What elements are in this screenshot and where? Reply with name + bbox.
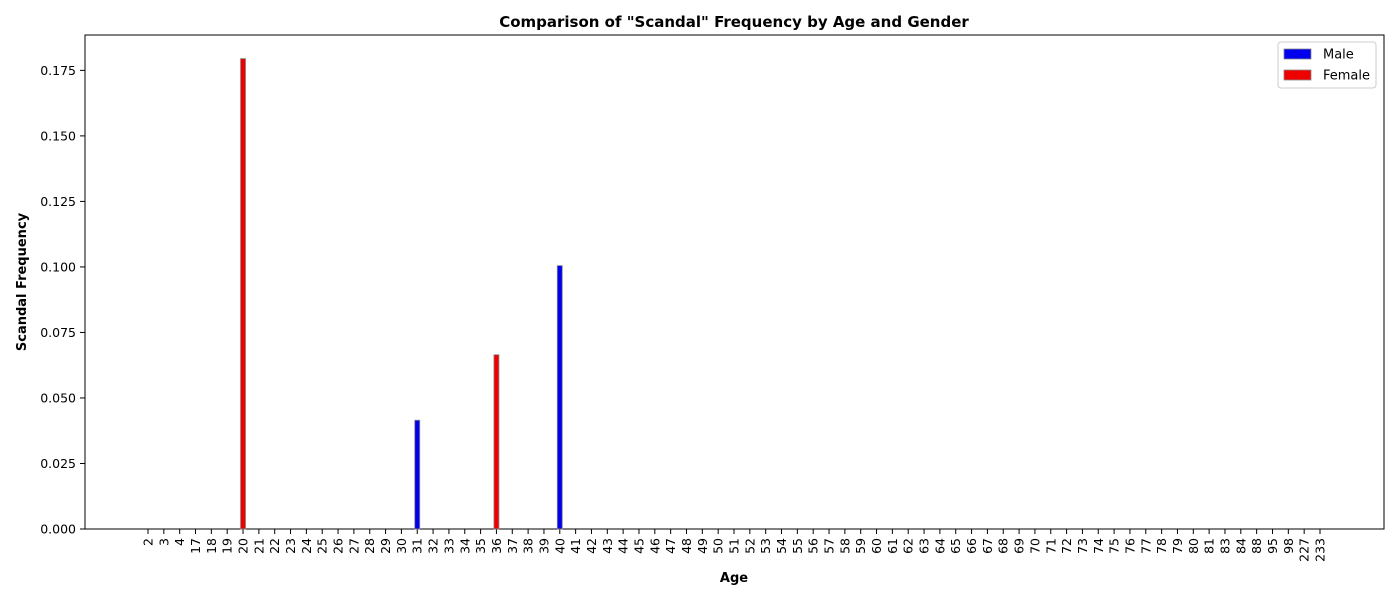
- x-tick-label: 56: [806, 538, 821, 554]
- y-tick-label: 0.025: [40, 456, 76, 471]
- x-tick-label: 40: [552, 538, 567, 554]
- x-tick-label: 69: [1012, 538, 1027, 554]
- x-tick-label: 83: [1217, 538, 1232, 554]
- x-tick-label: 55: [790, 538, 805, 554]
- x-tick-label: 29: [378, 538, 393, 554]
- x-tick-label: 51: [727, 538, 742, 554]
- x-tick-label: 18: [204, 538, 219, 554]
- x-tick-label: 28: [362, 538, 377, 554]
- x-tick-label: 36: [489, 538, 504, 554]
- x-tick-label: 43: [600, 538, 615, 554]
- x-tick-label: 37: [505, 538, 520, 554]
- x-tick-label: 48: [679, 538, 694, 554]
- y-tick-label: 0.100: [40, 259, 76, 274]
- x-tick-label: 45: [631, 538, 646, 554]
- x-tick-label: 32: [426, 538, 441, 554]
- y-tick-label: 0.175: [40, 63, 76, 78]
- x-tick-label: 30: [394, 538, 409, 554]
- x-tick-label: 23: [283, 538, 298, 554]
- x-tick-label: 79: [1170, 538, 1185, 554]
- x-tick-label: 59: [853, 538, 868, 554]
- x-tick-label: 88: [1249, 538, 1264, 554]
- x-tick-label: 75: [1107, 538, 1122, 554]
- x-tick-label: 64: [932, 538, 947, 554]
- x-tick-label: 81: [1202, 538, 1217, 554]
- x-axis-label: Age: [720, 571, 748, 586]
- x-tick-label: 42: [584, 538, 599, 554]
- x-tick-label: 41: [568, 538, 583, 554]
- bar-male-40: [556, 265, 563, 530]
- y-tick-label: 0.125: [40, 194, 76, 209]
- plot-frame: [84, 34, 1385, 530]
- x-tick-label: 80: [1186, 538, 1201, 554]
- x-tick-label: 84: [1233, 538, 1248, 554]
- y-axis-label: Scandal Frequency: [15, 212, 30, 351]
- x-tick-label: 44: [616, 538, 631, 554]
- x-tick-label: 57: [822, 538, 837, 554]
- y-tick-label: 0.150: [40, 128, 76, 143]
- x-tick-label: 65: [948, 538, 963, 554]
- x-tick-label: 35: [473, 538, 488, 554]
- x-tick-label: 46: [647, 538, 662, 554]
- x-tick-label: 50: [711, 538, 726, 554]
- x-tick-label: 73: [1075, 538, 1090, 554]
- x-tick-label: 95: [1265, 538, 1280, 554]
- x-tick-label: 72: [1059, 538, 1074, 554]
- x-tick-label: 66: [964, 538, 979, 554]
- x-tick-label: 54: [774, 538, 789, 554]
- x-tick-label: 31: [410, 538, 425, 554]
- x-tick-label: 76: [1122, 538, 1137, 554]
- x-tick-label: 34: [457, 538, 472, 554]
- x-tick-label: 62: [901, 538, 916, 554]
- x-tick-label: 68: [996, 538, 1011, 554]
- x-tick-label: 27: [346, 538, 361, 554]
- legend-swatch-female: [1283, 69, 1312, 81]
- x-tick-label: 17: [188, 538, 203, 554]
- x-tick-label: 38: [521, 538, 536, 554]
- bar-male-31: [414, 419, 421, 530]
- x-tick-label: 78: [1154, 538, 1169, 554]
- x-tick-label: 24: [299, 538, 314, 554]
- legend: Male Female: [1277, 41, 1377, 89]
- legend-label-male: Male: [1323, 48, 1354, 63]
- x-tick-label: 52: [742, 538, 757, 554]
- y-tick-label: 0.075: [40, 325, 76, 340]
- x-tick-label: 22: [267, 538, 282, 554]
- x-tick-label: 53: [758, 538, 773, 554]
- x-tick-label: 58: [837, 538, 852, 554]
- x-tick-label: 2: [141, 538, 156, 546]
- x-tick-label: 21: [251, 538, 266, 554]
- x-tick-label: 3: [156, 538, 171, 546]
- x-tick-label: 61: [885, 538, 900, 554]
- x-tick-label: 4: [172, 538, 187, 546]
- x-tick-label: 33: [441, 538, 456, 554]
- x-tick-label: 70: [1027, 538, 1042, 554]
- x-tick-label: 63: [917, 538, 932, 554]
- x-tick-label: 98: [1281, 538, 1296, 554]
- x-tick-label: 39: [536, 538, 551, 554]
- x-tick-label: 60: [869, 538, 884, 554]
- x-tick-label: 67: [980, 538, 995, 554]
- x-tick-label: 77: [1138, 538, 1153, 554]
- x-tick-label: 25: [315, 538, 330, 554]
- x-tick-label: 19: [220, 538, 235, 554]
- x-tick-label: 26: [331, 538, 346, 554]
- x-tick-label: 49: [695, 538, 710, 554]
- x-tick-label: 20: [236, 538, 251, 554]
- legend-swatch-male: [1283, 48, 1312, 60]
- bar-female-36: [493, 354, 500, 530]
- plot-area: 0.000 0.025 0.050 0.075 0.100 0.125 0.150 0.175…: [40, 34, 1385, 562]
- y-tick-label: 0.000: [40, 522, 76, 537]
- x-tick-label: 71: [1043, 538, 1058, 554]
- x-tick-label: 233: [1313, 538, 1328, 562]
- y-tick-label: 0.050: [40, 390, 76, 405]
- x-tick-label: 74: [1091, 538, 1106, 554]
- x-tick-label: 47: [663, 538, 678, 554]
- bar-female-20: [240, 58, 246, 530]
- chart-title: Comparison of "Scandal" Frequency by Age…: [499, 13, 969, 31]
- legend-label-female: Female: [1323, 69, 1370, 84]
- x-tick-label: 227: [1297, 538, 1312, 562]
